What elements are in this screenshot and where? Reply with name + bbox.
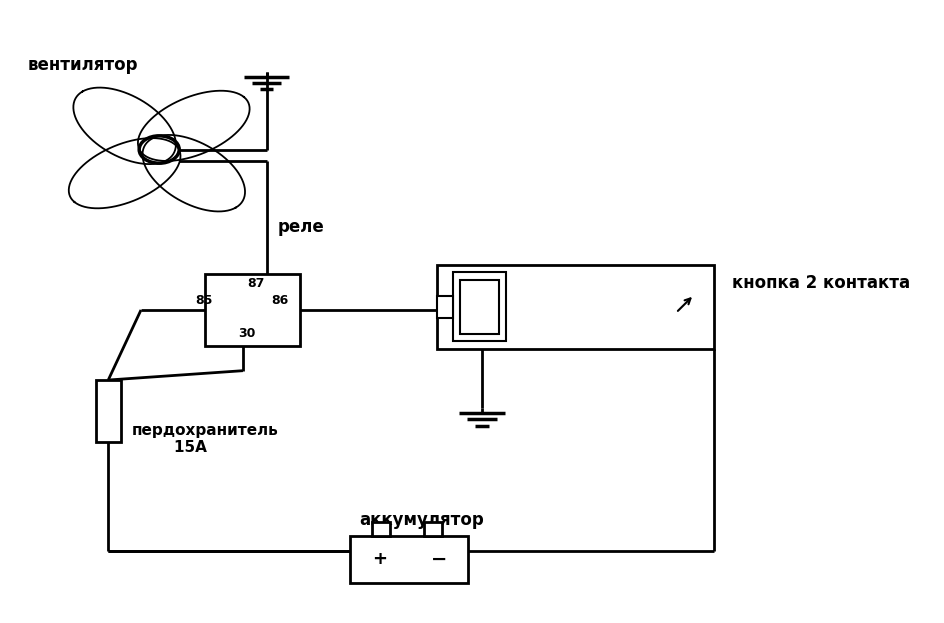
Text: аккумулятор: аккумулятор [359, 511, 483, 529]
Text: 30: 30 [238, 327, 256, 340]
Text: +: + [372, 550, 387, 568]
Bar [436, 296, 452, 318]
Text: 86: 86 [271, 294, 288, 307]
Text: датчик: датчик [531, 275, 600, 292]
Text: кнопка 2 контакта: кнопка 2 контакта [732, 275, 909, 292]
Text: вентилятор: вентилятор [27, 57, 138, 74]
Bar [371, 522, 389, 536]
Bar [423, 522, 441, 536]
Bar [452, 272, 505, 341]
Bar [205, 274, 300, 346]
Bar [350, 536, 468, 583]
Text: пердохранитель
        15А: пердохранитель 15А [132, 423, 278, 455]
Bar [95, 380, 121, 442]
Text: реле: реле [278, 219, 324, 236]
Bar [460, 280, 498, 334]
Text: 87: 87 [247, 277, 264, 290]
Text: 85: 85 [195, 294, 212, 307]
Text: −: − [430, 549, 447, 569]
Bar [436, 265, 714, 349]
